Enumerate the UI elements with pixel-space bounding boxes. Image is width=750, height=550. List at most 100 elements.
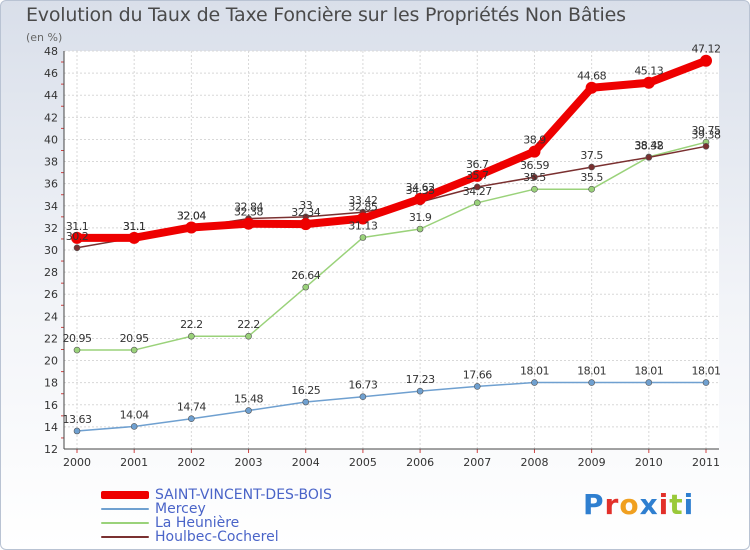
data-point-houlbec-cocherel (588, 163, 595, 171)
data-label-mercey: 16.25 (291, 384, 320, 397)
data-label-la-heuniere: 35.5 (580, 171, 603, 184)
data-label-houlbec-cocherel: 38.38 (634, 139, 663, 152)
logo-letter: o (619, 488, 640, 521)
data-point-saint-vincent (528, 145, 541, 158)
y-tick-label: 20 (44, 355, 58, 368)
data-point-mercey (245, 407, 252, 414)
data-label-mercey: 17.66 (463, 368, 492, 381)
data-label-saint-vincent: 38.9 (523, 134, 546, 147)
y-tick-label: 28 (44, 266, 58, 279)
legend-swatch-houlbec-cocherel (101, 536, 149, 538)
data-label-mercey: 18.01 (577, 365, 606, 378)
x-tick-label: 2003 (235, 456, 263, 469)
data-point-la-heuniere (588, 185, 595, 193)
data-point-saint-vincent (700, 54, 712, 67)
data-label-la-heuniere: 31.13 (348, 220, 377, 233)
data-label-la-heuniere: 38.42 (634, 139, 663, 152)
data-point-houlbec-cocherel (473, 183, 481, 191)
y-tick-label: 48 (44, 45, 58, 58)
y-tick-label: 36 (44, 178, 58, 191)
x-tick-label: 2001 (120, 456, 148, 469)
proxiti-logo: Proxiti (583, 488, 694, 521)
data-point-la-heuniere (73, 346, 81, 354)
y-tick-label: 32 (44, 222, 58, 235)
data-label-mercey: 14.74 (177, 401, 206, 414)
data-label-saint-vincent: 45.13 (634, 65, 663, 78)
x-tick-label: 2011 (692, 456, 720, 469)
data-point-la-heuniere (130, 346, 138, 354)
series-line-mercey (76, 381, 707, 432)
x-tick-label: 2010 (635, 456, 663, 469)
data-point-mercey (588, 379, 595, 386)
data-label-saint-vincent: 36.7 (466, 158, 489, 171)
y-tick-label: 14 (44, 421, 58, 434)
data-label-mercey: 13.63 (63, 413, 92, 426)
data-point-la-heuniere (531, 185, 538, 193)
data-point-saint-vincent (71, 231, 83, 244)
data-label-houlbec-cocherel: 35.7 (466, 169, 489, 182)
data-point-saint-vincent (414, 192, 427, 205)
x-tick-label: 2004 (292, 456, 320, 469)
x-tick-label: 2007 (463, 456, 491, 469)
data-point-houlbec-cocherel (531, 173, 538, 181)
data-label-saint-vincent: 34.62 (406, 181, 435, 194)
logo-letter: t (669, 488, 684, 521)
data-point-mercey (645, 379, 653, 386)
y-tick-label: 18 (44, 377, 58, 390)
data-label-houlbec-cocherel: 39.38 (692, 128, 721, 141)
data-label-la-heuniere: 39.75 (692, 124, 721, 137)
series-line-saint-vincent (73, 56, 710, 242)
x-tick-label: 2000 (63, 456, 91, 469)
data-label-mercey: 18.01 (634, 365, 663, 378)
data-label-la-heuniere: 35.5 (523, 171, 546, 184)
data-label-houlbec-cocherel: 34.33 (406, 184, 435, 197)
data-label-houlbec-cocherel: 32.84 (234, 201, 263, 214)
data-label-houlbec-cocherel: 30.2 (66, 230, 89, 243)
y-tick-label: 30 (44, 244, 58, 257)
logo-letter: i (658, 488, 670, 521)
series-mercey (73, 379, 710, 435)
logo-letter: i (683, 488, 695, 521)
x-tick-label: 2009 (578, 456, 606, 469)
y-tick-label: 12 (44, 443, 58, 456)
data-label-mercey: 18.01 (692, 365, 721, 378)
x-tick-label: 2002 (177, 456, 205, 469)
data-point-mercey (473, 383, 481, 390)
data-label-mercey: 18.01 (520, 365, 549, 378)
data-label-saint-vincent: 31.1 (123, 220, 146, 233)
data-point-mercey (531, 379, 538, 386)
logo-letter: x (639, 488, 659, 521)
data-label-houlbec-cocherel: 31.1 (123, 220, 146, 233)
x-tick-label: 2008 (520, 456, 548, 469)
data-point-la-heuniere (416, 225, 424, 233)
y-tick-label: 34 (44, 200, 58, 213)
data-point-la-heuniere (188, 332, 195, 340)
data-point-mercey (702, 379, 710, 386)
data-point-mercey (73, 427, 81, 435)
y-tick-label: 38 (44, 156, 58, 169)
data-point-mercey (130, 423, 138, 430)
data-label-houlbec-cocherel: 36.59 (520, 159, 549, 172)
data-point-saint-vincent (471, 169, 484, 182)
data-label-mercey: 16.73 (348, 379, 377, 392)
x-tick-label: 2005 (349, 456, 377, 469)
legend-swatch-la-heuniere (101, 522, 149, 524)
data-label-la-heuniere: 20.95 (63, 332, 92, 345)
data-label-la-heuniere: 34.27 (463, 185, 492, 198)
data-point-la-heuniere (359, 234, 367, 241)
series-line-la-heuniere (76, 141, 707, 351)
legend-item-saint-vincent: SAINT-VINCENT-DES-BOIS (101, 487, 332, 503)
data-label-houlbec-cocherel: 33.42 (348, 194, 377, 207)
y-tick-label: 24 (44, 310, 58, 323)
y-tick-label: 44 (44, 89, 58, 102)
data-label-saint-vincent: 32.04 (177, 209, 206, 222)
y-tick-label: 42 (44, 111, 58, 124)
series-saint-vincent (71, 54, 712, 244)
data-point-la-heuniere (302, 283, 310, 291)
y-axis-unit-label: (en %) (26, 31, 63, 44)
data-point-la-heuniere (473, 199, 481, 207)
data-label-saint-vincent: 32.38 (234, 206, 263, 219)
data-point-saint-vincent (642, 76, 655, 89)
legend-swatch-saint-vincent (101, 491, 149, 499)
